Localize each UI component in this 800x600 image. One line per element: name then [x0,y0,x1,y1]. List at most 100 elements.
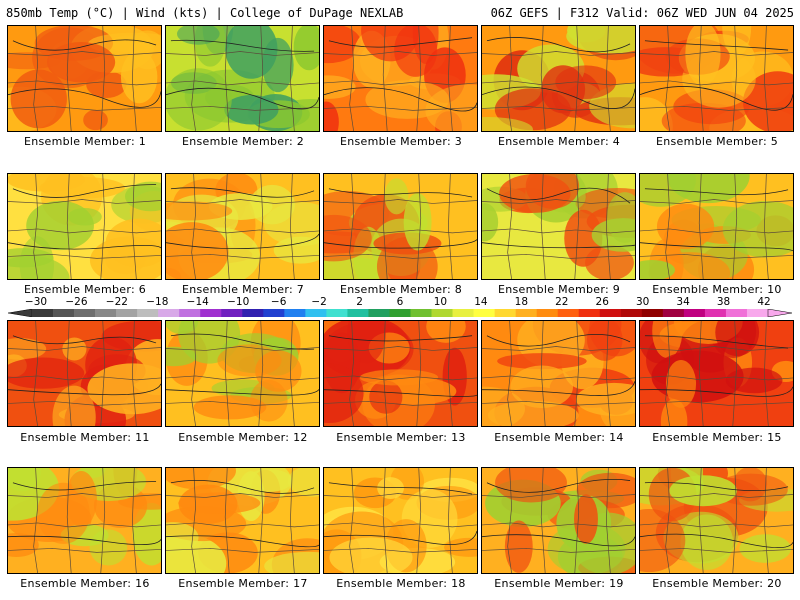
colorbar-tick-label: −14 [186,296,209,308]
colorbar-tick-label: 34 [676,296,690,308]
colorbar-swatch [410,309,432,317]
colorbar-swatch [179,309,201,317]
ensemble-member-label: Ensemble Member: 5 [655,135,779,148]
colorbar-low-arrow [8,309,33,317]
ensemble-member-label: Ensemble Member: 13 [336,431,466,444]
ensemble-map-7 [165,173,320,280]
ensemble-member-label: Ensemble Member: 10 [652,283,782,296]
colorbar-swatch [389,309,411,317]
ensemble-member-label: Ensemble Member: 12 [178,431,308,444]
colorbar-tick-label: −2 [311,296,327,308]
ensemble-map-14 [481,320,636,427]
ensemble-map-16 [7,467,162,574]
ensemble-map-5 [639,25,794,132]
ensemble-member-label: Ensemble Member: 20 [652,577,782,590]
colorbar-tick-label: 14 [474,296,488,308]
colorbar-swatch [536,309,559,317]
colorbar-tick-label: −18 [146,296,169,308]
ensemble-map-9 [481,173,636,280]
colorbar-swatch [347,309,369,317]
ensemble-member-label: Ensemble Member: 9 [497,283,621,296]
colorbar-tick-label: −26 [65,296,88,308]
colorbar-tick-label: −22 [105,296,128,308]
ensemble-map-15 [639,320,794,427]
ensemble-member-label: Ensemble Member: 4 [497,135,621,148]
colorbar-tick-label: 26 [595,296,609,308]
colorbar-swatch [473,309,495,317]
colorbar-high-arrow [767,309,792,317]
ensemble-member-label: Ensemble Member: 1 [23,135,147,148]
colorbar-swatch [221,309,243,317]
colorbar-swatch [452,309,474,317]
colorbar-swatch [263,309,285,317]
valid-time: 06Z GEFS | F312 Valid: 06Z WED JUN 04 20… [490,6,794,20]
ensemble-member-label: Ensemble Member: 17 [178,577,308,590]
ensemble-map-3 [323,25,478,132]
colorbar-swatch [32,309,54,317]
ensemble-map-17 [165,467,320,574]
colorbar-tick-label: −10 [227,296,250,308]
colorbar-swatch [746,309,769,317]
ensemble-member-label: Ensemble Member: 3 [339,135,463,148]
colorbar-swatch [74,309,96,317]
colorbar-swatch [284,309,306,317]
colorbar-swatch [725,309,748,317]
colorbar-swatch [158,309,180,317]
colorbar-tick-label: 2 [356,296,363,308]
colorbar-swatch [641,309,664,317]
colorbar-tick-label: 18 [514,296,529,308]
ensemble-map-6 [7,173,162,280]
colorbar-swatch [620,309,643,317]
colorbar-swatch [494,309,516,317]
colorbar-tick-label: 30 [635,296,650,308]
ensemble-member-label: Ensemble Member: 7 [181,283,305,296]
ensemble-map-1 [7,25,162,132]
colorbar-tick-label: 22 [555,296,569,308]
ensemble-map-8 [323,173,478,280]
ensemble-member-label: Ensemble Member: 15 [652,431,782,444]
ensemble-map-13 [323,320,478,427]
ensemble-map-20 [639,467,794,574]
ensemble-member-label: Ensemble Member: 19 [494,577,624,590]
colorbar-swatch [704,309,727,317]
ensemble-map-2 [165,25,320,132]
ensemble-member-label: Ensemble Member: 11 [20,431,150,444]
colorbar-tick-label: −6 [270,296,287,308]
ensemble-map-18 [323,467,478,574]
colorbar-swatch [515,309,537,317]
ensemble-member-label: Ensemble Member: 14 [494,431,624,444]
colorbar-swatch [242,309,264,317]
colorbar-swatch [305,309,327,317]
colorbar-swatch [368,309,390,317]
map-title: 850mb Temp (°C) | Wind (kts) | College o… [6,6,404,20]
ensemble-map-19 [481,467,636,574]
temperature-colorbar [8,309,792,317]
colorbar-tick-label: 42 [757,296,771,308]
colorbar-tick-label: 6 [396,296,404,308]
ensemble-member-label: Ensemble Member: 16 [20,577,150,590]
colorbar-swatch [662,309,685,317]
colorbar-swatch [326,309,348,317]
colorbar-swatch [431,309,453,317]
ensemble-map-10 [639,173,794,280]
colorbar-swatch [137,309,159,317]
colorbar-swatch [200,309,222,317]
colorbar-swatch [53,309,75,317]
colorbar-swatch [578,309,601,317]
ensemble-member-label: Ensemble Member: 18 [336,577,466,590]
ensemble-map-12 [165,320,320,427]
ensemble-map-11 [7,320,162,427]
colorbar-swatch [557,309,580,317]
ensemble-member-label: Ensemble Member: 6 [23,283,147,296]
colorbar-tick-label: −30 [24,296,48,308]
colorbar-swatch [116,309,138,317]
ensemble-member-label: Ensemble Member: 8 [339,283,463,296]
ensemble-map-4 [481,25,636,132]
colorbar-swatch [599,309,622,317]
ensemble-member-label: Ensemble Member: 2 [181,135,305,148]
colorbar-tick-labels: −30 −26 −22 −18 −14 −10 −6 −2 2 6 10 14 18 22 26 30 34 38… [0,296,800,308]
colorbar-tick-label: 38 [716,296,731,308]
colorbar-swatch [95,309,117,317]
colorbar-swatch [683,309,706,317]
colorbar-tick-label: 10 [433,296,448,308]
